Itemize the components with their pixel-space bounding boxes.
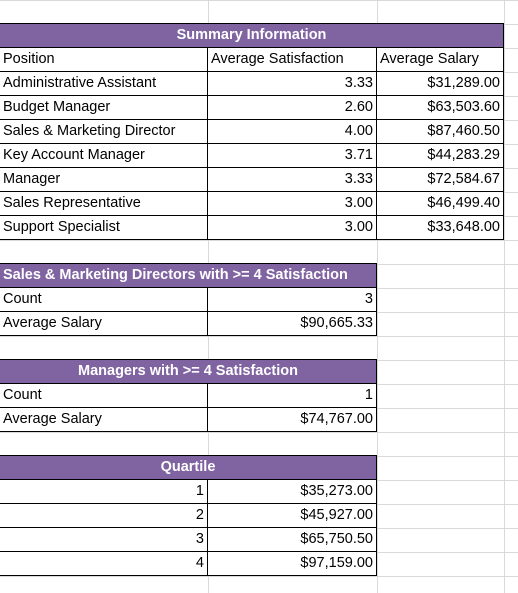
header-salary-cell[interactable]: Average Salary xyxy=(376,47,504,72)
directors-salary-value-cell[interactable]: $90,665.33 xyxy=(207,311,377,336)
salary-cell[interactable]: $31,289.00 xyxy=(376,71,504,96)
grid-line xyxy=(0,576,518,577)
position-cell[interactable]: Sales & Marketing Director xyxy=(0,119,208,144)
header-position-cell[interactable]: Position xyxy=(0,47,208,72)
quartile-value-cell[interactable]: $97,159.00 xyxy=(207,551,377,576)
managers-title-cell[interactable]: Managers with >= 4 Satisfaction xyxy=(0,359,377,384)
summary-title-cell[interactable]: Summary Information xyxy=(0,23,504,48)
grid-line xyxy=(0,240,518,241)
directors-count-label-cell[interactable]: Count xyxy=(0,287,208,312)
satisfaction-cell[interactable]: 4.00 xyxy=(207,119,377,144)
grid-line xyxy=(504,0,505,593)
quartile-value-cell[interactable]: $35,273.00 xyxy=(207,479,377,504)
satisfaction-cell[interactable]: 3.00 xyxy=(207,191,377,216)
satisfaction-cell[interactable]: 2.60 xyxy=(207,95,377,120)
position-cell[interactable]: Support Specialist xyxy=(0,215,208,240)
quartile-value-cell[interactable]: $65,750.50 xyxy=(207,527,377,552)
position-cell[interactable]: Administrative Assistant xyxy=(0,71,208,96)
satisfaction-cell[interactable]: 3.33 xyxy=(207,71,377,96)
grid-line xyxy=(0,336,518,337)
salary-cell[interactable]: $44,283.29 xyxy=(376,143,504,168)
salary-cell[interactable]: $87,460.50 xyxy=(376,119,504,144)
position-cell[interactable]: Sales Representative xyxy=(0,191,208,216)
managers-salary-value-cell[interactable]: $74,767.00 xyxy=(207,407,377,432)
managers-count-value-cell[interactable]: 1 xyxy=(207,383,377,408)
salary-cell[interactable]: $72,584.67 xyxy=(376,167,504,192)
satisfaction-cell[interactable]: 3.00 xyxy=(207,215,377,240)
grid-line xyxy=(377,0,378,593)
salary-cell[interactable]: $63,503.60 xyxy=(376,95,504,120)
quartile-index-cell[interactable]: 4 xyxy=(0,551,208,576)
managers-count-label-cell[interactable]: Count xyxy=(0,383,208,408)
salary-cell[interactable]: $33,648.00 xyxy=(376,215,504,240)
header-satisfaction-cell[interactable]: Average Satisfaction xyxy=(207,47,377,72)
quartile-index-cell[interactable]: 3 xyxy=(0,527,208,552)
managers-salary-label-cell[interactable]: Average Salary xyxy=(0,407,208,432)
satisfaction-cell[interactable]: 3.71 xyxy=(207,143,377,168)
satisfaction-cell[interactable]: 3.33 xyxy=(207,167,377,192)
position-cell[interactable]: Budget Manager xyxy=(0,95,208,120)
quartile-value-cell[interactable]: $45,927.00 xyxy=(207,503,377,528)
directors-title-cell[interactable]: Sales & Marketing Directors with >= 4 Sa… xyxy=(0,263,377,288)
position-cell[interactable]: Manager xyxy=(0,167,208,192)
grid-line xyxy=(0,0,518,1)
quartile-index-cell[interactable]: 1 xyxy=(0,479,208,504)
position-cell[interactable]: Key Account Manager xyxy=(0,143,208,168)
quartile-index-cell[interactable]: 2 xyxy=(0,503,208,528)
grid-line xyxy=(0,432,518,433)
quartile-title-cell[interactable]: Quartile xyxy=(0,455,377,480)
directors-count-value-cell[interactable]: 3 xyxy=(207,287,377,312)
salary-cell[interactable]: $46,499.40 xyxy=(376,191,504,216)
directors-salary-label-cell[interactable]: Average Salary xyxy=(0,311,208,336)
